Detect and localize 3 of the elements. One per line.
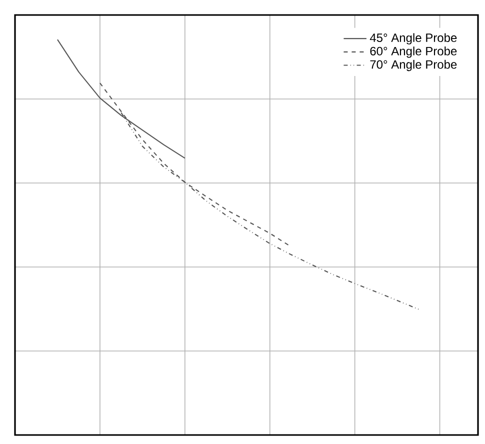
legend-label: 70° Angle Probe <box>370 60 457 72</box>
legend-label: 60° Angle Probe <box>370 46 457 58</box>
legend-label: 45° Angle Probe <box>370 33 457 44</box>
